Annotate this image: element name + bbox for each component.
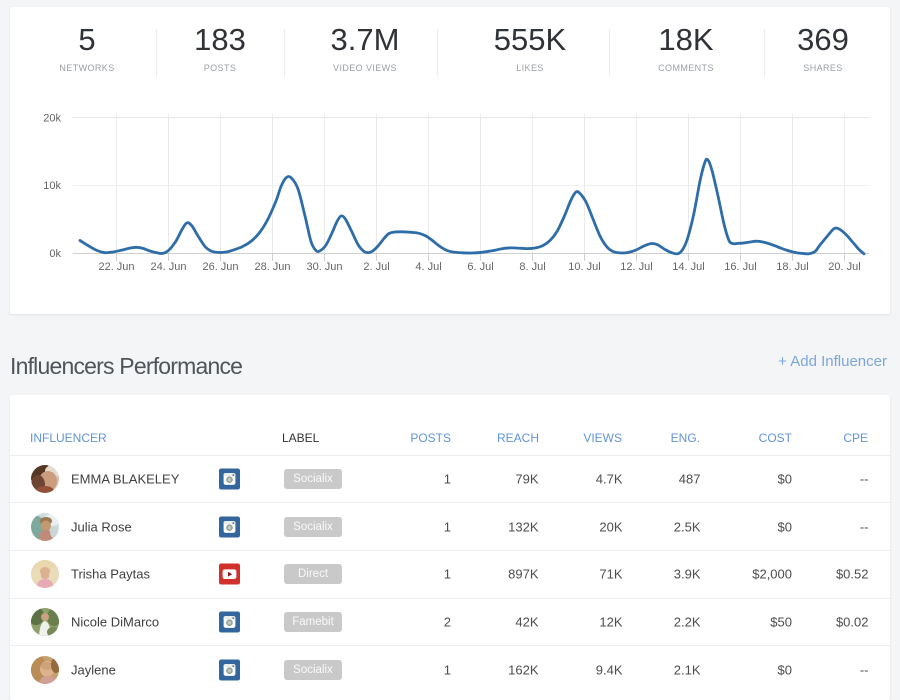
svg-text:20. Jul: 20. Jul: [828, 261, 860, 273]
svg-text:14. Jul: 14. Jul: [672, 261, 704, 273]
svg-text:20k: 20k: [43, 113, 61, 125]
svg-text:12. Jul: 12. Jul: [620, 261, 652, 273]
svg-text:0k: 0k: [49, 248, 61, 260]
svg-text:26. Jun: 26. Jun: [202, 261, 238, 273]
svg-text:2. Jul: 2. Jul: [363, 261, 389, 273]
svg-text:10k: 10k: [43, 180, 61, 192]
svg-text:18. Jul: 18. Jul: [776, 261, 808, 273]
svg-text:8. Jul: 8. Jul: [519, 261, 545, 273]
svg-text:22. Jun: 22. Jun: [98, 261, 134, 273]
svg-text:28. Jun: 28. Jun: [254, 261, 290, 273]
svg-text:6. Jul: 6. Jul: [467, 261, 493, 273]
svg-text:30. Jun: 30. Jun: [306, 261, 342, 273]
svg-text:4. Jul: 4. Jul: [415, 261, 441, 273]
svg-text:24. Jun: 24. Jun: [150, 261, 186, 273]
svg-text:10. Jul: 10. Jul: [568, 261, 600, 273]
svg-text:16. Jul: 16. Jul: [724, 261, 756, 273]
